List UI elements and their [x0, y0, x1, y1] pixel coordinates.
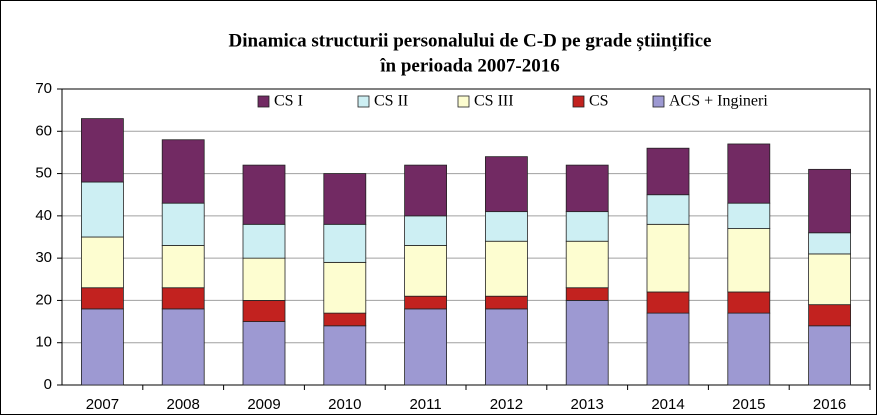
bar-segment [484, 308, 528, 386]
bar-segment [565, 240, 609, 289]
bar-segment [81, 287, 124, 310]
bar-segment [484, 295, 528, 310]
bar-segment [242, 300, 286, 322]
bar-segment [484, 211, 528, 242]
bar-segment [404, 164, 448, 217]
y-tick-label: 50 [35, 165, 52, 182]
bar-segment [646, 147, 690, 196]
bar-segment [727, 143, 771, 204]
bar-segment [323, 261, 367, 314]
bar-segment [161, 308, 205, 386]
bar-segment [727, 202, 771, 229]
bar-segment [161, 245, 205, 289]
y-tick-label: 20 [35, 291, 52, 308]
bar-segment [565, 287, 609, 301]
x-tick-label: 2016 [813, 396, 846, 413]
x-tick-label: 2012 [490, 396, 523, 413]
legend-label: CS [589, 93, 609, 110]
legend-label: ACS + Ingineri [669, 93, 768, 110]
bar-segment [565, 300, 609, 386]
bar-segment [808, 325, 851, 386]
bar-segment [646, 291, 690, 314]
bar-segment [323, 325, 367, 386]
bar-segment [404, 245, 448, 297]
y-tick-label: 40 [35, 207, 52, 224]
legend-label: CS II [374, 93, 408, 110]
x-tick-label: 2011 [409, 396, 441, 413]
bar-segment [404, 215, 448, 246]
legend-label: CS I [274, 93, 303, 110]
bar-segment [646, 312, 690, 386]
bar-segment [81, 308, 124, 386]
x-tick-label: 2008 [167, 396, 200, 413]
bar-segment [565, 211, 609, 242]
bar-segment [81, 181, 124, 238]
legend-swatch [257, 95, 270, 108]
legend-label: CS III [474, 93, 514, 110]
bar-segment [161, 139, 205, 204]
bar-segment [404, 295, 448, 310]
y-tick-label: 60 [35, 122, 52, 139]
y-tick-label: 30 [35, 249, 52, 266]
bar-segment [646, 223, 690, 293]
bar-segment [565, 164, 609, 213]
x-tick-label: 2014 [651, 396, 684, 413]
x-tick-label: 2013 [571, 396, 604, 413]
bar-segment [808, 168, 851, 234]
bar-segment [808, 232, 851, 255]
bar-segment [808, 304, 851, 327]
bar-segment [404, 308, 448, 386]
x-tick-label: 2009 [247, 396, 280, 413]
chart-title: Dinamica structurii personalului de C-D … [229, 30, 712, 51]
legend-swatch [457, 95, 470, 108]
bar-segment [484, 156, 528, 213]
bar-segment [323, 173, 367, 225]
bar-segment [323, 223, 367, 263]
bar-segment [242, 321, 286, 386]
x-tick-label: 2015 [732, 396, 765, 413]
legend-swatch [572, 95, 585, 108]
bar-segment [161, 202, 205, 246]
chart-title: în perioada 2007-2016 [379, 55, 559, 76]
bar-segment [242, 257, 286, 301]
bar-segment [808, 253, 851, 306]
x-tick-label: 2007 [86, 396, 119, 413]
legend-swatch [357, 95, 370, 108]
legend-swatch [652, 95, 665, 108]
bar-segment [242, 223, 286, 259]
bar-segment [323, 312, 367, 327]
y-tick-label: 0 [44, 376, 52, 393]
bar-segment [161, 287, 205, 310]
bar-segment [646, 194, 690, 225]
bar-segment [81, 236, 124, 289]
y-tick-label: 70 [35, 80, 52, 97]
x-tick-label: 2010 [328, 396, 361, 413]
bar-segment [727, 228, 771, 293]
bar-segment [727, 291, 771, 314]
bar-segment [242, 164, 286, 225]
y-tick-label: 10 [35, 334, 52, 351]
bar-segment [81, 118, 124, 183]
bar-segment [484, 240, 528, 297]
bar-segment [727, 312, 771, 386]
